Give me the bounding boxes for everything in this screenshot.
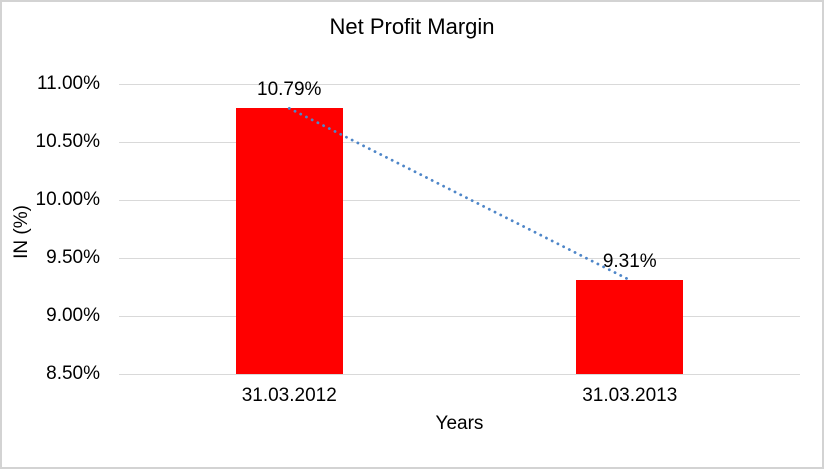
gridline <box>119 315 800 317</box>
y-axis-tick-label: 10.00% <box>35 189 100 210</box>
gridline <box>119 199 800 201</box>
chart-title: Net Profit Margin <box>329 14 495 39</box>
bar-31.03.2012 <box>235 108 343 374</box>
y-axis-tick-label: 9.50% <box>46 247 100 268</box>
gridline <box>119 141 800 143</box>
bar-data-label: 9.31% <box>602 251 657 273</box>
y-axis-tick-label: 11.00% <box>36 73 100 94</box>
y-axis-tick-label: 8.50% <box>46 363 100 384</box>
gridline <box>119 83 800 85</box>
y-axis-tick-label: 10.50% <box>35 131 100 152</box>
x-axis-category-label: 31.03.2013 <box>582 385 678 406</box>
y-axis-tick-label: 9.00% <box>46 305 100 326</box>
x-axis-category-label: 31.03.2012 <box>241 385 337 406</box>
x-axis-title: Years <box>435 413 484 434</box>
bar-data-label: 10.79% <box>257 79 322 101</box>
gridline <box>119 373 800 375</box>
bar-31.03.2013 <box>576 280 684 374</box>
